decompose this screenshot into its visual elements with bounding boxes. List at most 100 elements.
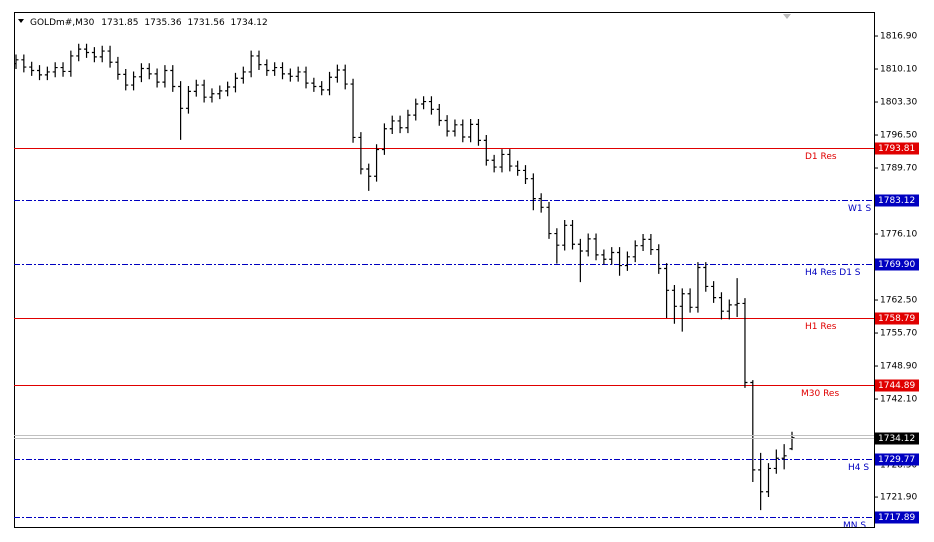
ohlc-bar — [687, 288, 693, 313]
ohlc-bar — [507, 149, 513, 172]
ohlc-bar — [37, 65, 43, 81]
ohlc-bar — [185, 86, 191, 114]
ohlc-bar — [632, 240, 638, 263]
ohlc-bar — [664, 263, 670, 318]
ohlc-bar — [742, 298, 748, 388]
current-price-box — [875, 432, 919, 445]
ohlc-bar — [99, 45, 105, 63]
ohlc-bar — [648, 234, 654, 255]
ohlc-bar — [460, 119, 466, 143]
ohlc-bar — [29, 61, 35, 76]
y-tick-label: 1810.10 — [880, 65, 917, 75]
ohlc-bar — [515, 160, 521, 176]
ohlc-bar — [758, 452, 764, 511]
ohlc-bar — [319, 81, 325, 96]
ohlc-bar — [452, 119, 458, 137]
ohlc-bar — [781, 444, 787, 470]
ohlc-bar — [577, 238, 583, 283]
ohlc-bar — [444, 115, 450, 137]
ohlc-bar — [225, 81, 231, 97]
close-value: 1734.12 — [231, 18, 268, 28]
price-box — [875, 379, 919, 392]
ohlc-bar — [138, 63, 144, 83]
y-tick-label: 1748.90 — [880, 362, 917, 372]
ohlc-bar — [201, 79, 207, 103]
ohlc-bar — [609, 247, 615, 265]
price-box — [875, 312, 919, 325]
ohlc-bar — [217, 85, 223, 100]
y-tick-label: 1728.50 — [880, 461, 917, 471]
level-label: H1 Res — [805, 322, 837, 332]
ohlc-bar — [640, 234, 646, 252]
ohlc-bar — [272, 62, 278, 76]
level-label: H4 Res D1 S — [805, 268, 861, 278]
ohlc-bar — [44, 66, 50, 81]
price-box — [875, 453, 919, 466]
ohlc-bar — [546, 201, 552, 239]
ohlc-bar — [726, 299, 732, 320]
ohlc-bar — [123, 69, 129, 91]
ohlc-bar — [76, 43, 82, 62]
header: GOLDm#,M30 1731.85 1735.36 1731.56 1734.… — [30, 18, 268, 28]
ohlc-bar — [570, 219, 576, 250]
ohlc-bar — [303, 66, 309, 89]
ohlc-bar — [405, 109, 411, 134]
ohlc-bar — [562, 219, 568, 251]
ohlc-bar — [327, 71, 333, 96]
ohlc-bar — [21, 54, 27, 73]
ohlc-bar — [436, 103, 442, 126]
ohlc-bar — [52, 62, 58, 78]
y-tick-label: 1742.10 — [880, 395, 917, 405]
ohlc-bar — [711, 281, 717, 303]
ohlc-bar — [240, 66, 246, 84]
price-box — [875, 194, 919, 207]
menu-arrow[interactable] — [18, 19, 24, 23]
ohlc-bar — [773, 449, 779, 474]
ohlc-bar — [734, 278, 740, 318]
ohlc-bar — [593, 233, 599, 261]
ohlc-bar — [585, 233, 591, 257]
ohlc-bar — [374, 144, 380, 182]
price-box-label: 1769.90 — [878, 260, 915, 270]
price-box-label: 1744.89 — [878, 381, 915, 391]
ohlc-bar — [256, 50, 262, 70]
ohlc-bar — [311, 77, 317, 92]
y-tick-label: 1796.50 — [880, 131, 917, 141]
ohlc-bar — [695, 262, 701, 313]
ohlc-bar — [60, 62, 66, 77]
ohlc-bar — [14, 54, 19, 70]
y-tick-label: 1762.50 — [880, 296, 917, 306]
ohlc-bar — [107, 45, 113, 68]
ohlc-bar — [624, 251, 630, 271]
price-box-label: 1758.79 — [878, 314, 915, 324]
y-tick-label: 1803.30 — [880, 98, 917, 108]
ohlc-bar — [468, 119, 474, 143]
price-box-label: 1783.12 — [878, 196, 915, 206]
ohlc-bar — [84, 43, 90, 58]
ohlc-bar — [209, 88, 215, 103]
level-label: D1 Res — [805, 152, 837, 162]
level-label: W1 S — [848, 204, 871, 214]
ohlc-bar — [617, 247, 623, 276]
ohlc-bar — [765, 463, 771, 498]
low-value: 1731.56 — [187, 18, 224, 28]
ohlc-bar — [421, 96, 427, 110]
ohlc-bar — [522, 165, 528, 185]
level-label: MN S — [843, 521, 866, 531]
plot-border — [14, 12, 875, 528]
y-tick-label: 1816.90 — [880, 32, 917, 42]
ohlc-bar — [679, 288, 685, 332]
ohlc-bar — [295, 66, 301, 82]
ohlc-bar — [91, 47, 97, 63]
ohlc-bar — [264, 59, 270, 76]
ohlc-bar — [397, 115, 403, 134]
ohlc-bar — [193, 79, 199, 97]
ohlc-bar — [483, 135, 489, 166]
ohlc-bar — [178, 81, 184, 140]
price-box-label: 1729.77 — [878, 455, 915, 465]
ohlc-bar — [718, 292, 724, 320]
price-box — [875, 142, 919, 155]
open-value: 1731.85 — [101, 18, 138, 28]
